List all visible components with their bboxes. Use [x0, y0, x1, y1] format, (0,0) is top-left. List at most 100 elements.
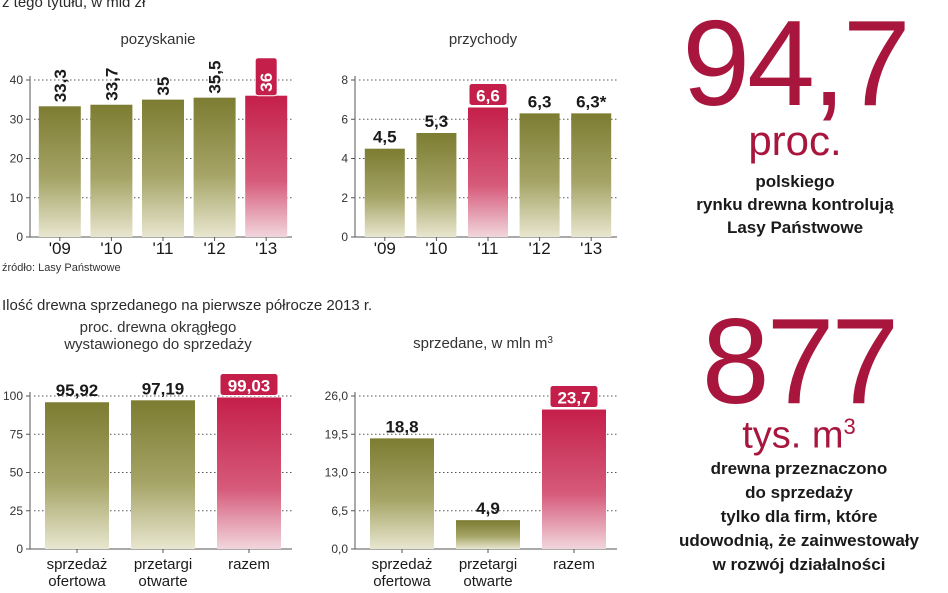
stat-market-share-number: 94,7 — [682, 0, 910, 131]
value-label: 18,8 — [385, 417, 418, 436]
stat-market-share-unit: proc. — [748, 117, 842, 164]
stat-volume-unit: tys. m3 — [650, 416, 948, 455]
value-label: 4,9 — [476, 499, 500, 518]
stat-market-share: 94,7 proc. polskiego rynku drewna kontro… — [650, 2, 940, 239]
chart-title: wystawionego do sprzedaży — [63, 336, 252, 353]
stat-volume-line: udowodnią, że zainwestowały — [679, 530, 919, 550]
value-label: 5,3 — [425, 112, 449, 131]
stat-volume-unit-sup: 3 — [843, 414, 856, 439]
category-label: sprzedaż — [47, 556, 108, 573]
y-tick-label: 0 — [16, 542, 23, 556]
stat-volume: 877 tys. m3 drewna przeznaczono do sprze… — [650, 300, 948, 577]
bar — [370, 438, 434, 549]
category-label: ofertowa — [48, 573, 106, 590]
category-label: '10 — [100, 239, 122, 258]
bar — [571, 113, 612, 237]
value-label: 6,3 — [528, 92, 552, 111]
chart-sprzedane: sprzedane, w mln m3 0,0 6,5 13,0 19,5 26,0 spr… — [325, 335, 617, 590]
y-tick-label: 100 — [3, 389, 23, 403]
stat-volume-line: w rozwój działalności — [712, 554, 886, 574]
category-label: '10 — [425, 239, 447, 258]
y-tick-label: 50 — [10, 466, 24, 480]
category-label: '12 — [529, 239, 551, 258]
bar — [131, 400, 195, 549]
category-label: razem — [553, 556, 595, 573]
category-label: przetargi — [134, 556, 192, 573]
category-label: sprzedaż — [372, 556, 433, 573]
chart-przychody: przychody 0 2 4 6 8 '09 4,5 '10 5,3 '11 6,6 '12 6,3 '1… — [341, 31, 617, 258]
stat-volume-line: do sprzedaży — [745, 482, 853, 502]
value-label: 95,92 — [56, 381, 99, 400]
value-label-box — [254, 57, 278, 97]
y-tick-label: 19,5 — [325, 427, 349, 441]
stat-volume-unit-text: tys. m — [742, 414, 844, 457]
value-label-box — [549, 385, 599, 409]
y-tick-label: 26,0 — [325, 389, 349, 403]
y-tick-label: 10 — [10, 191, 24, 205]
bar — [217, 397, 281, 549]
value-label: 35,5 — [206, 61, 225, 94]
bar — [456, 520, 520, 549]
header-subtitle: z tego tytułu, w mld zł — [2, 0, 146, 11]
value-label-box — [219, 372, 279, 396]
value-label: 6,3* — [576, 92, 607, 111]
bar — [542, 409, 606, 549]
y-tick-label: 20 — [10, 152, 24, 166]
chart-title: przychody — [449, 31, 518, 48]
section-title: Ilość drewna sprzedanego na pierwsze pół… — [2, 297, 373, 314]
y-tick-label: 13,0 — [325, 466, 349, 480]
chart-title: pozyskanie — [120, 31, 195, 48]
source-note: źródło: Lasy Państwowe — [2, 262, 121, 274]
category-label: '11 — [153, 239, 174, 258]
y-tick-label: 0,0 — [331, 542, 348, 556]
bar — [468, 107, 508, 237]
stat-volume-line: drewna przeznaczono — [710, 458, 888, 478]
value-label: 99,03 — [228, 376, 271, 395]
y-tick-label: 4 — [341, 152, 348, 166]
y-tick-label: 0 — [341, 230, 348, 244]
y-tick-label: 30 — [10, 112, 24, 126]
bar — [142, 99, 184, 237]
value-label-box — [468, 82, 508, 106]
y-tick-label: 8 — [341, 73, 348, 87]
value-label: 35 — [154, 77, 173, 96]
category-label: otwarte — [463, 573, 512, 590]
y-tick-label: 75 — [10, 427, 24, 441]
bar — [38, 106, 81, 237]
value-label: 97,19 — [142, 379, 185, 398]
value-label: 23,7 — [557, 389, 590, 408]
y-tick-label: 25 — [10, 504, 24, 518]
stat-volume-line: tylko dla firm, które — [720, 506, 878, 526]
bar — [519, 113, 560, 237]
value-label: 36 — [257, 73, 276, 92]
bar — [90, 104, 133, 237]
category-label: ofertowa — [373, 573, 431, 590]
bar — [364, 148, 405, 237]
bar — [45, 402, 109, 549]
value-label: 33,3 — [51, 69, 70, 102]
y-tick-label: 6,5 — [331, 504, 348, 518]
category-label: '09 — [374, 239, 396, 258]
category-label: otwarte — [138, 573, 187, 590]
value-label: 4,5 — [373, 128, 397, 147]
y-tick-label: 0 — [16, 230, 23, 244]
chart-title: proc. drewna okrągłego — [80, 319, 237, 336]
bar — [245, 95, 288, 237]
y-tick-label: 40 — [10, 73, 24, 87]
chart-title: sprzedane, w mln m3 — [413, 335, 553, 353]
value-label: 33,7 — [102, 68, 121, 101]
category-label: '13 — [580, 239, 602, 258]
stat-market-share-line: rynku drewna kontrolują — [696, 195, 894, 214]
stat-market-share-line: polskiego — [755, 172, 835, 191]
category-label: '09 — [49, 239, 71, 258]
category-label: '12 — [204, 239, 226, 258]
stat-market-share-line: Lasy Państwowe — [726, 218, 864, 237]
y-tick-label: 6 — [341, 112, 348, 126]
value-label: 6,6 — [476, 86, 500, 105]
category-label: '11 — [478, 239, 499, 258]
category-label: przetargi — [459, 556, 517, 573]
chart-pozyskanie: pozyskanie 0 10 20 30 40 '09 33,3 '10 33,7 '11 35 '1… — [10, 31, 292, 258]
bar — [193, 97, 236, 237]
y-tick-label: 2 — [341, 191, 348, 205]
